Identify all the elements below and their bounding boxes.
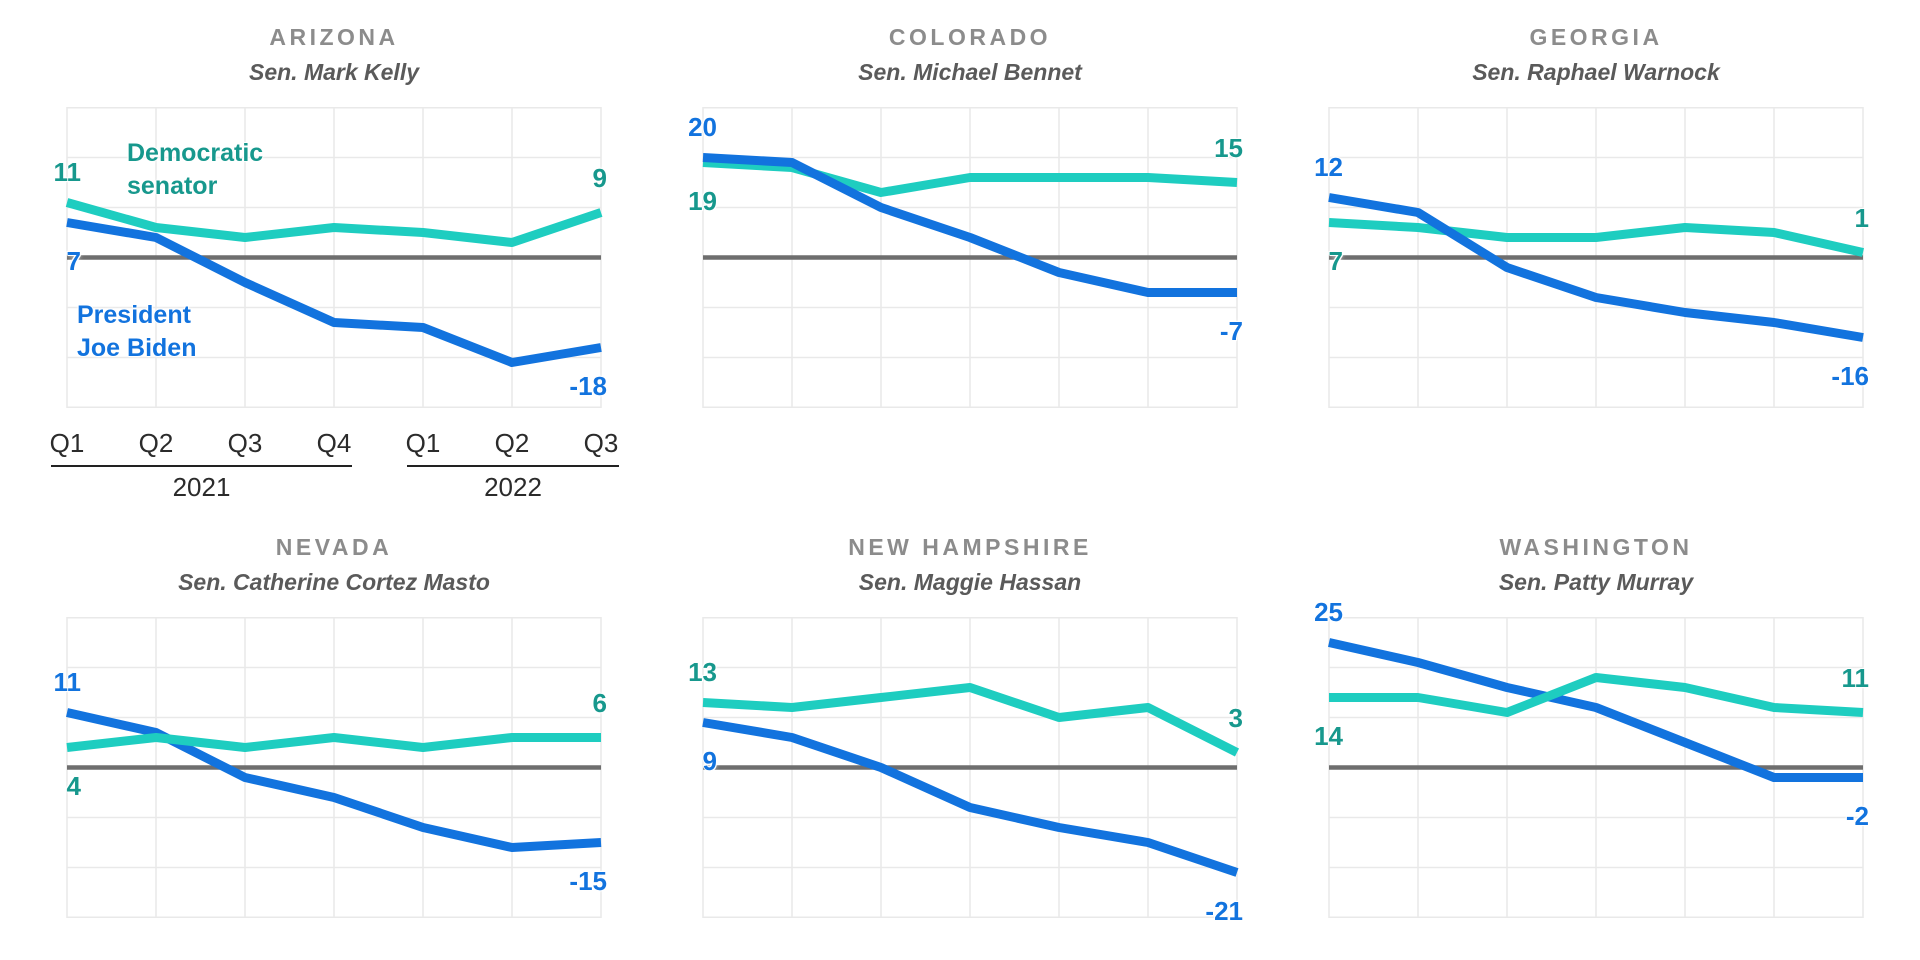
line-chart-canvas (1328, 617, 1864, 918)
state-title: ARIZONA (269, 24, 399, 50)
biden-end-value: -15 (569, 865, 607, 896)
biden-start-value: 25 (1314, 596, 1343, 627)
x-tick-label: Q1 (49, 428, 85, 458)
year-bracket (407, 465, 619, 467)
line-chart-canvas (66, 617, 602, 918)
panel-colorado: COLORADO Sen. Michael Bennet 19 15 20 -7 (688, 24, 1243, 408)
biden-start-value: 20 (688, 111, 717, 142)
biden-line (66, 218, 602, 367)
biden-start-value: 7 (66, 245, 81, 276)
x-tick-label: Q1 (405, 428, 441, 458)
line-chart-canvas (1328, 107, 1864, 408)
panel-washington: WASHINGTON Sen. Patty Murray 14 11 25 -2 (1314, 534, 1869, 918)
senator-start-value: 11 (53, 156, 82, 187)
panel-arizona: ARIZONA Sen. Mark Kelly Democratic senat… (50, 24, 619, 502)
legend-democratic-senator: Democratic senator (127, 139, 264, 200)
senator-start-value: 19 (688, 185, 717, 216)
senator-subtitle: Sen. Catherine Cortez Masto (178, 569, 490, 595)
senator-line (65, 198, 603, 247)
panel-new-hampshire: NEW HAMPSHIRE Sen. Maggie Hassan 13 3 9 -21 (688, 534, 1243, 926)
biden-end-value: -2 (1845, 800, 1869, 831)
state-title: NEW HAMPSHIRE (848, 534, 1092, 560)
biden-line (66, 708, 602, 852)
senator-start-value: 4 (66, 770, 81, 801)
panel-nevada: NEVADA Sen. Catherine Cortez Masto 4 6 11 -… (54, 534, 607, 918)
biden-end-value: -21 (1205, 895, 1243, 926)
biden-line (1328, 193, 1864, 342)
state-title: COLORADO (888, 24, 1052, 50)
x-axis: Q1 Q2 Q3 Q4 Q1 Q2 Q3 2021 2022 (50, 408, 619, 518)
line-chart-canvas (65, 107, 603, 408)
biden-end-value: -16 (1831, 360, 1869, 391)
biden-line (1328, 638, 1863, 782)
senator-subtitle: Sen. Mark Kelly (248, 59, 420, 85)
panel-georgia: GEORGIA Sen. Raphael Warnock 7 1 12 -16 (1314, 24, 1869, 408)
senator-end-value: 6 (592, 687, 607, 718)
biden-start-value: 12 (1314, 151, 1343, 182)
senator-subtitle: Sen. Maggie Hassan (858, 569, 1082, 595)
x-tick-label: Q2 (494, 428, 530, 458)
senator-start-value: 13 (688, 656, 717, 687)
senator-line (66, 733, 601, 752)
x-tick-label: Q3 (583, 428, 619, 458)
senator-end-value: 9 (592, 162, 607, 193)
line-chart-canvas (702, 107, 1238, 408)
senator-line (1329, 673, 1864, 717)
biden-start-value: 11 (53, 666, 82, 697)
senator-subtitle: Sen. Patty Murray (1498, 569, 1694, 595)
legend-president-joe-biden: President Joe Biden (77, 301, 197, 362)
year-bracket (51, 465, 352, 467)
senator-start-value: 7 (1328, 245, 1343, 276)
x-tick-label: Q4 (316, 428, 352, 458)
senator-end-value: 11 (1841, 662, 1870, 693)
senator-end-value: 3 (1228, 702, 1243, 733)
senator-end-value: 15 (1214, 132, 1243, 163)
x-tick-label: Q2 (138, 428, 174, 458)
state-title: GEORGIA (1529, 24, 1663, 50)
senator-subtitle: Sen. Raphael Warnock (1472, 59, 1720, 85)
year-label: 2022 (484, 472, 542, 502)
line-chart-canvas (702, 617, 1240, 918)
biden-line (702, 153, 1237, 297)
biden-end-value: -18 (569, 370, 607, 401)
gridlines (702, 617, 1238, 918)
x-tick-label: Q3 (227, 428, 263, 458)
senator-line (1328, 218, 1864, 257)
senator-subtitle: Sen. Michael Bennet (858, 59, 1082, 85)
biden-line (702, 718, 1239, 877)
state-title: NEVADA (275, 534, 393, 560)
state-title: WASHINGTON (1499, 534, 1693, 560)
senator-end-value: 1 (1854, 202, 1869, 233)
biden-start-value: 9 (702, 745, 717, 776)
year-label: 2021 (172, 472, 231, 502)
senator-start-value: 14 (1314, 720, 1343, 751)
senator-line (702, 683, 1240, 757)
biden-end-value: -7 (1219, 315, 1243, 346)
